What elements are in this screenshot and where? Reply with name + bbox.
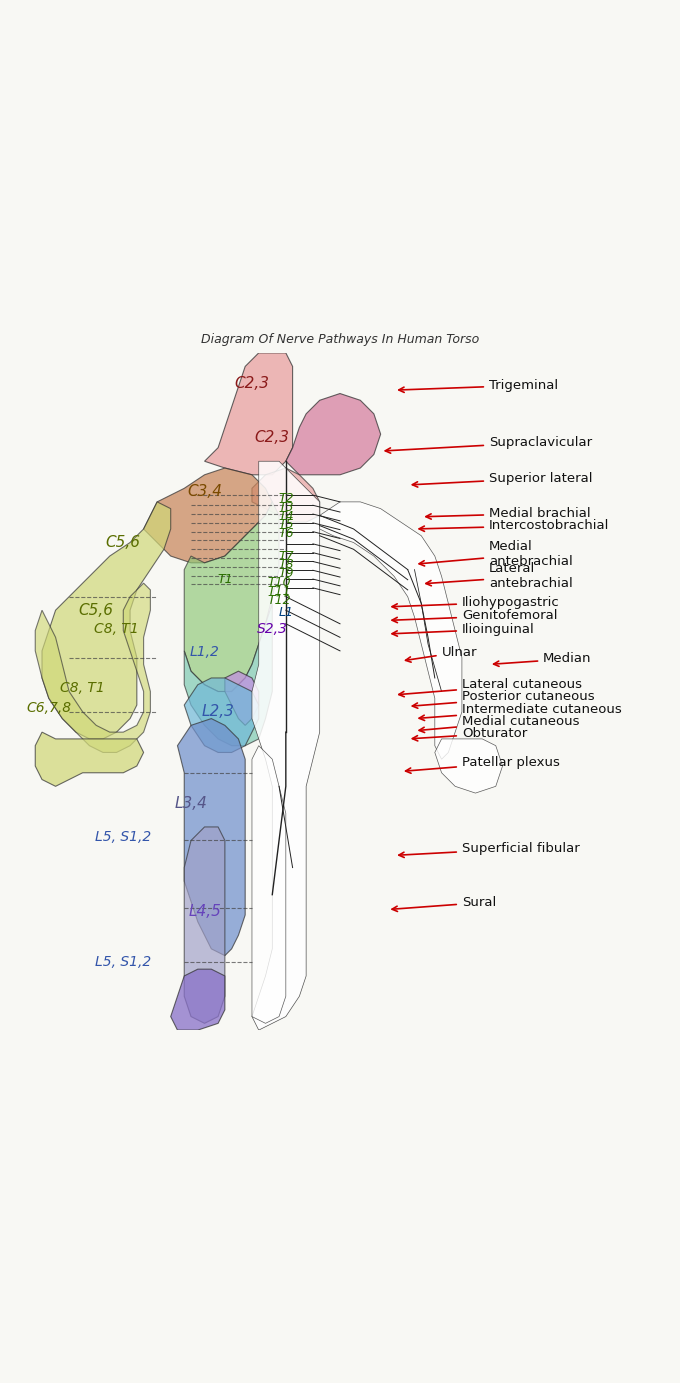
Text: S2,3: S2,3 bbox=[257, 621, 288, 636]
Text: T3: T3 bbox=[278, 501, 294, 514]
Text: T7: T7 bbox=[278, 549, 294, 563]
Text: T8: T8 bbox=[278, 559, 294, 571]
Text: C2,3: C2,3 bbox=[255, 430, 290, 445]
PathPatch shape bbox=[184, 502, 279, 692]
Text: T10: T10 bbox=[267, 575, 291, 589]
Text: T9: T9 bbox=[278, 567, 294, 579]
PathPatch shape bbox=[252, 462, 320, 1030]
Text: L2,3: L2,3 bbox=[202, 704, 235, 719]
Text: T4: T4 bbox=[278, 509, 294, 523]
PathPatch shape bbox=[286, 394, 381, 474]
Text: Median: Median bbox=[494, 653, 592, 667]
PathPatch shape bbox=[184, 678, 258, 752]
Text: C5,6: C5,6 bbox=[79, 603, 114, 618]
PathPatch shape bbox=[205, 353, 292, 474]
PathPatch shape bbox=[184, 827, 225, 1023]
PathPatch shape bbox=[184, 603, 272, 745]
PathPatch shape bbox=[35, 732, 143, 787]
PathPatch shape bbox=[435, 739, 503, 792]
PathPatch shape bbox=[177, 719, 245, 956]
Text: C8, T1: C8, T1 bbox=[94, 622, 139, 636]
Text: Diagram Of Nerve Pathways In Human Torso: Diagram Of Nerve Pathways In Human Torso bbox=[201, 333, 479, 346]
Text: T11: T11 bbox=[267, 585, 291, 597]
Text: Obturator: Obturator bbox=[412, 727, 527, 741]
Text: Medial brachial: Medial brachial bbox=[426, 508, 591, 520]
Text: Supraclavicular: Supraclavicular bbox=[386, 436, 592, 454]
Text: Medial
antebrachial: Medial antebrachial bbox=[419, 539, 573, 568]
Text: Lateral cutaneous: Lateral cutaneous bbox=[398, 678, 582, 697]
Text: C5,6: C5,6 bbox=[106, 535, 141, 550]
PathPatch shape bbox=[171, 969, 225, 1030]
Text: Lateral
antebrachial: Lateral antebrachial bbox=[426, 563, 573, 591]
Text: L1: L1 bbox=[278, 606, 293, 618]
Text: C3,4: C3,4 bbox=[187, 484, 222, 499]
Text: C2,3: C2,3 bbox=[235, 376, 269, 391]
PathPatch shape bbox=[35, 584, 150, 752]
Text: T1: T1 bbox=[217, 574, 233, 586]
PathPatch shape bbox=[143, 467, 272, 563]
Text: Intermediate cutaneous: Intermediate cutaneous bbox=[419, 703, 622, 721]
Text: Ulnar: Ulnar bbox=[405, 646, 477, 662]
Text: Patellar plexus: Patellar plexus bbox=[405, 757, 560, 773]
Text: Ilioinguinal: Ilioinguinal bbox=[392, 622, 534, 636]
PathPatch shape bbox=[320, 502, 462, 759]
Text: T5: T5 bbox=[278, 519, 294, 531]
Text: L5, S1,2: L5, S1,2 bbox=[95, 956, 152, 969]
Text: C6,7,8: C6,7,8 bbox=[27, 701, 71, 715]
Text: Posterior cutaneous: Posterior cutaneous bbox=[412, 690, 594, 708]
Text: T12: T12 bbox=[267, 593, 291, 607]
Text: Iliohypogastric: Iliohypogastric bbox=[392, 596, 560, 609]
PathPatch shape bbox=[252, 467, 320, 523]
Text: Trigeminal: Trigeminal bbox=[398, 379, 558, 393]
Text: L3,4: L3,4 bbox=[175, 795, 207, 810]
Text: Medial cutaneous: Medial cutaneous bbox=[419, 715, 579, 733]
Text: T2: T2 bbox=[278, 492, 294, 505]
Text: Superficial fibular: Superficial fibular bbox=[398, 842, 579, 857]
Text: C8, T1: C8, T1 bbox=[61, 680, 105, 696]
Text: L1,2: L1,2 bbox=[190, 646, 220, 660]
Text: Genitofemoral: Genitofemoral bbox=[392, 609, 558, 622]
Text: Sural: Sural bbox=[392, 896, 496, 911]
Text: L4,5: L4,5 bbox=[188, 904, 221, 920]
Text: Intercostobrachial: Intercostobrachial bbox=[419, 519, 609, 532]
Text: Superior lateral: Superior lateral bbox=[412, 472, 592, 487]
PathPatch shape bbox=[225, 671, 258, 725]
PathPatch shape bbox=[42, 502, 171, 739]
Text: T6: T6 bbox=[278, 527, 294, 541]
Text: L5, S1,2: L5, S1,2 bbox=[95, 830, 152, 844]
PathPatch shape bbox=[252, 745, 286, 1023]
